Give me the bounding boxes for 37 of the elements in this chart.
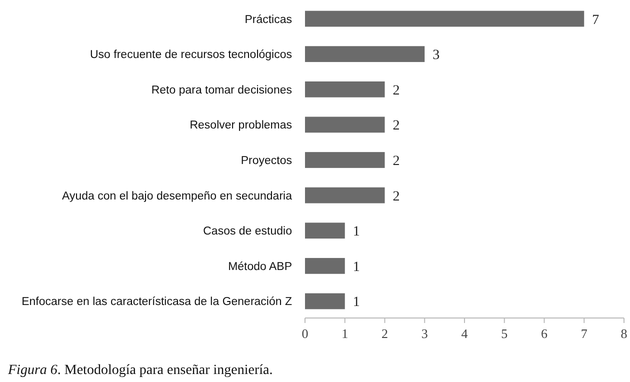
x-tick-label: 7 bbox=[580, 326, 588, 341]
y-tick-label: Método ABP bbox=[228, 260, 292, 273]
bar bbox=[305, 293, 345, 310]
x-tick-label: 2 bbox=[382, 326, 388, 341]
x-tick-label: 4 bbox=[461, 326, 468, 341]
x-tick-label: 3 bbox=[421, 326, 428, 341]
bar bbox=[305, 258, 345, 274]
y-tick-label: Ayuda con el bajo desempeño en secundaria bbox=[62, 190, 293, 202]
bar bbox=[305, 187, 385, 204]
data-label: 7 bbox=[592, 12, 600, 28]
data-label: 2 bbox=[392, 118, 400, 134]
text: Figura 6. Metodología para enseñar ingeniería. bbox=[7, 363, 273, 378]
x-tick-label: 0 bbox=[302, 326, 308, 341]
bar bbox=[305, 46, 425, 62]
data-label: 1 bbox=[352, 224, 360, 240]
data-label: 1 bbox=[352, 260, 360, 275]
y-tick-label: Resolver problemas bbox=[190, 120, 292, 132]
y-tick-label: Prácticas bbox=[244, 14, 292, 26]
x-tick-label: 1 bbox=[342, 326, 348, 341]
bar bbox=[305, 222, 345, 239]
data-label: 2 bbox=[392, 189, 400, 204]
y-tick-label: Uso frecuente de recursos tecnológicos bbox=[90, 49, 292, 62]
data-label: 2 bbox=[392, 83, 400, 98]
data-label: 3 bbox=[432, 48, 440, 64]
x-tick-label: 8 bbox=[620, 326, 628, 341]
x-tick-label: 5 bbox=[501, 326, 508, 341]
y-tick-label: Proyectos bbox=[240, 155, 292, 167]
data-label: 2 bbox=[392, 154, 400, 169]
y-tick-label: Casos de estudio bbox=[203, 226, 292, 238]
data-label: 1 bbox=[352, 295, 360, 310]
y-tick-label: Enfocarse en las característicasa de la Generación Z bbox=[22, 296, 292, 308]
bar bbox=[305, 10, 584, 27]
bar bbox=[305, 152, 385, 168]
bar bbox=[305, 116, 385, 133]
y-tick-label: Reto para tomar decisiones bbox=[151, 84, 292, 96]
x-tick-label: 6 bbox=[541, 326, 548, 341]
bar bbox=[305, 81, 385, 98]
